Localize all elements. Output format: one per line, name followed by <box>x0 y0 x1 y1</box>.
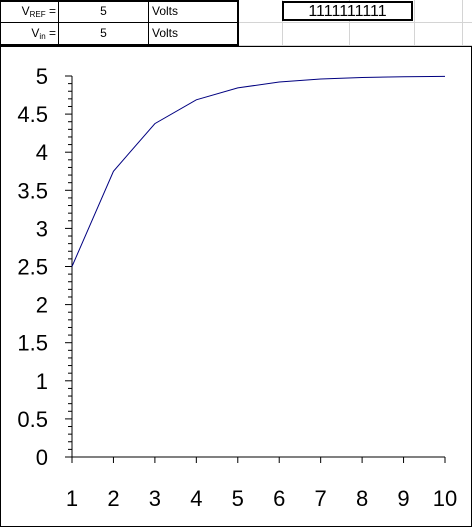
vref-value-cell[interactable]: 5 <box>100 4 107 18</box>
cell-border <box>0 22 239 23</box>
spreadsheet-area: VREF = 5 Volts Vin = 5 Volts 1111111111 <box>0 0 472 46</box>
vref-label-tail: = <box>45 4 56 18</box>
x-tick-label: 4 <box>190 486 202 511</box>
vref-label-main: V <box>21 4 30 18</box>
gridline <box>414 0 415 46</box>
y-tick-label: 0 <box>36 445 48 470</box>
line-chart: 0 0.5 1 1.5 2 2.5 3 3.5 4 4.5 5 1 2 3 4 5 6 7 8 9 10 <box>17 64 457 511</box>
y-tick-label: 3 <box>36 216 48 241</box>
vin-label-main: V <box>31 26 40 40</box>
y-tick-label: 3.5 <box>17 178 48 203</box>
chart-area[interactable] <box>0 46 472 527</box>
vin-label-sub: in <box>39 32 46 41</box>
cell-border <box>58 0 59 46</box>
vin-label[interactable]: Vin = <box>4 23 56 44</box>
x-tick-label: 2 <box>107 486 119 511</box>
x-tick-label: 10 <box>433 486 457 511</box>
y-tick-label: 0.5 <box>17 407 48 432</box>
cell-border <box>148 0 149 46</box>
y-tick-label: 2.5 <box>17 255 48 280</box>
y-tick-label: 1 <box>36 369 48 394</box>
series-line <box>71 75 446 267</box>
y-tick-label: 2 <box>36 293 48 318</box>
x-tick-label: 6 <box>273 486 285 511</box>
output-code-cell[interactable]: 1111111111 <box>282 1 413 21</box>
cell-border <box>237 0 239 46</box>
x-tick-label: 9 <box>397 486 409 511</box>
x-tick-label: 5 <box>232 486 244 511</box>
vref-label-sub: REF <box>29 10 46 19</box>
y-tick-label: 4.5 <box>17 102 48 127</box>
gridline <box>282 0 283 46</box>
gridline <box>349 0 350 46</box>
cell-border <box>0 0 1 46</box>
x-tick-label: 8 <box>356 486 368 511</box>
y-tick-label: 5 <box>36 64 48 89</box>
vin-value-cell[interactable]: 5 <box>100 26 107 40</box>
x-tick-label: 3 <box>149 486 161 511</box>
cell-border <box>0 0 239 2</box>
x-tick-label: 7 <box>315 486 327 511</box>
x-tick-label: 1 <box>66 486 78 511</box>
y-tick-label: 1.5 <box>17 331 48 356</box>
vin-unit-cell[interactable]: Volts <box>152 26 179 40</box>
vref-unit-cell[interactable]: Volts <box>152 4 179 18</box>
gridline <box>462 0 463 46</box>
y-tick-label: 4 <box>36 140 48 165</box>
cell-border <box>0 44 239 46</box>
vref-label[interactable]: VREF = <box>4 1 56 22</box>
vin-label-tail: = <box>45 26 56 40</box>
